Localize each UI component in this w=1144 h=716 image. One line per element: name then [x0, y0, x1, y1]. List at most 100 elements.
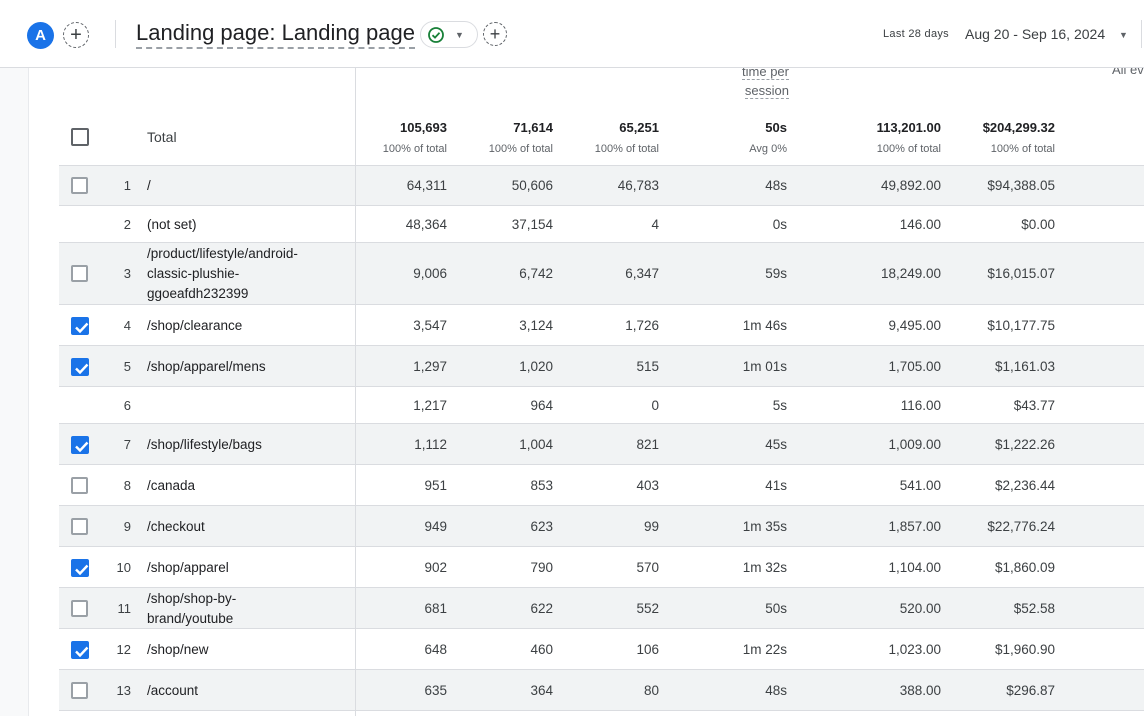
add-filter-button[interactable]: +	[483, 22, 507, 46]
chevron-down-icon: ▼	[455, 29, 464, 40]
row-checkbox[interactable]	[71, 316, 89, 335]
landing-page-label[interactable]: /account	[147, 682, 199, 698]
landing-page-label[interactable]: /checkout	[147, 518, 205, 534]
cell-revenue: $16,015.07	[987, 266, 1055, 281]
table-row[interactable]: 2 (not set) 48,364 37,154 4 0s 146.00 $0.00	[59, 206, 1144, 243]
row-checkbox[interactable]	[71, 435, 89, 454]
cell-avg-time: 1m 46s	[742, 317, 787, 333]
cell-key-events: 1,857.00	[888, 518, 941, 534]
landing-page-label[interactable]: /shop/new	[147, 641, 209, 657]
total-key-events-sub: 100% of total	[876, 143, 941, 155]
cell-sessions: 902	[424, 559, 447, 575]
landing-page-label[interactable]: /shop/lifestyle/bags	[147, 436, 262, 452]
landing-page-label[interactable]: /	[147, 178, 151, 193]
row-number: 2	[123, 216, 131, 232]
total-engaged-sessions-sub: 100% of total	[488, 143, 553, 155]
landing-page-label[interactable]: /product/lifestyle/android-classic-plush…	[147, 246, 298, 301]
row-checkbox[interactable]	[71, 357, 89, 376]
row-checkbox[interactable]	[71, 265, 88, 282]
report-header: A + Landing page: Landing page ▼ + Last …	[0, 0, 1144, 68]
column-header-avg-time[interactable]: time per session	[689, 68, 789, 100]
checkmark-icon	[75, 564, 89, 575]
column-header-all-events[interactable]: All ev	[1112, 68, 1144, 77]
row-number: 3	[123, 266, 131, 281]
cell-new-users: 570	[636, 559, 659, 575]
select-all-checkbox[interactable]	[71, 128, 89, 146]
divider	[1141, 20, 1142, 48]
chevron-down-icon[interactable]: ▼	[1119, 30, 1128, 40]
cell-engaged-sessions: 6,742	[519, 266, 553, 281]
row-checkbox[interactable]	[71, 599, 88, 617]
cell-avg-time: 45s	[765, 436, 787, 452]
row-number: 1	[123, 178, 131, 193]
checkmark-icon	[75, 322, 89, 333]
cell-avg-time: 41s	[765, 477, 787, 493]
cell-avg-time: 50s	[765, 600, 787, 616]
cell-sessions: 635	[424, 682, 447, 698]
cell-key-events: 116.00	[900, 397, 941, 413]
page-title[interactable]: Landing page: Landing page	[136, 20, 415, 49]
row-number: 10	[116, 559, 131, 575]
table-row[interactable]: 11/shop/shop-by-brand/youtube 681 622 552 50…	[59, 588, 1144, 629]
cell-key-events: 1,023.00	[888, 641, 941, 657]
date-range-picker[interactable]: Aug 20 - Sep 16, 2024	[965, 26, 1106, 42]
cell-key-events: 49,892.00	[880, 178, 941, 193]
cell-avg-time: 48s	[765, 178, 787, 193]
landing-page-label[interactable]: (not set)	[147, 216, 197, 232]
table-row[interactable]: 9/checkout 949 623 99 1m 35s 1,857.00 $22,776.…	[59, 506, 1144, 547]
cell-new-users: 0	[651, 397, 659, 413]
row-checkbox[interactable]	[71, 517, 88, 535]
cell-sessions: 3,547	[413, 317, 447, 333]
cell-engaged-sessions: 1,020	[519, 358, 553, 374]
table-row[interactable]: 5/shop/apparel/mens 1,297 1,020 515 1m 01s 1,…	[59, 346, 1144, 387]
table-row[interactable]: 1 / 64,311 50,606 46,783 48s 49,892.00 $94,388.…	[59, 166, 1144, 206]
date-range-label: Last 28 days	[883, 28, 949, 40]
cell-revenue: $1,860.09	[994, 559, 1055, 575]
cell-avg-time: 5s	[772, 397, 787, 413]
table-row[interactable]: 3/product/lifestyle/android-classic-plus…	[59, 243, 1144, 305]
column-divider	[355, 68, 356, 716]
landing-page-label[interactable]: /shop/shop-by-brand/youtube	[147, 590, 237, 626]
row-number: 4	[123, 317, 131, 333]
table-row[interactable]: 13/account 635 364 80 48s 388.00 $296.87	[59, 670, 1144, 711]
landing-page-label[interactable]: /shop/clearance	[147, 317, 243, 333]
cell-avg-time: 1m 01s	[742, 358, 787, 374]
landing-page-label[interactable]: /shop/apparel/mens	[147, 358, 266, 374]
row-checkbox[interactable]	[71, 681, 88, 699]
cell-sessions: 48,364	[405, 216, 447, 232]
cell-key-events: 9,495.00	[888, 317, 941, 333]
cell-new-users: 6,347	[625, 266, 659, 281]
cell-engaged-sessions: 460	[530, 641, 553, 657]
cell-engaged-sessions: 364	[530, 682, 553, 698]
table-row[interactable]: 12/shop/new 648 460 106 1m 22s 1,023.00 $1,960…	[59, 629, 1144, 670]
landing-page-label[interactable]: /shop/apparel	[147, 559, 229, 575]
cell-sessions: 1,112	[414, 436, 447, 452]
cell-revenue: $94,388.05	[987, 178, 1055, 193]
row-checkbox[interactable]	[71, 558, 89, 577]
cell-new-users: 403	[636, 477, 659, 493]
table-row[interactable]: 8/canada 951 853 403 41s 541.00 $2,236.44	[59, 465, 1144, 506]
cell-key-events: 18,249.00	[880, 266, 941, 281]
add-comparison-button[interactable]: +	[63, 22, 89, 48]
cell-sessions: 681	[424, 600, 447, 616]
table-row[interactable]: 4/shop/clearance 3,547 3,124 1,726 1m 46s 9,4…	[59, 305, 1144, 346]
row-checkbox[interactable]	[71, 476, 88, 494]
table-row[interactable]: 7/shop/lifestyle/bags 1,112 1,004 821 45s 1,0…	[59, 424, 1144, 465]
row-checkbox[interactable]	[71, 177, 88, 194]
cell-avg-time: 1m 35s	[742, 518, 787, 534]
status-dropdown[interactable]: ▼	[420, 21, 478, 48]
row-checkbox[interactable]	[71, 640, 89, 659]
cell-key-events: 520.00	[899, 600, 941, 616]
total-avg-time-sub: Avg 0%	[749, 143, 787, 155]
segment-avatar[interactable]: A	[27, 22, 54, 49]
cell-avg-time: 0s	[772, 216, 787, 232]
cell-new-users: 80	[643, 682, 659, 698]
total-new-users-sub: 100% of total	[594, 143, 659, 155]
cell-avg-time: 48s	[765, 682, 787, 698]
table-row[interactable]: 10/shop/apparel 902 790 570 1m 32s 1,104.00 $1…	[59, 547, 1144, 588]
table-row[interactable]: 6 1,217 964 0 5s 116.00 $43.77	[59, 387, 1144, 424]
landing-page-label[interactable]: /canada	[147, 477, 196, 493]
total-new-users: 65,251	[619, 120, 659, 135]
cell-key-events: 541.00	[899, 477, 941, 493]
cell-sessions: 949	[424, 518, 447, 534]
